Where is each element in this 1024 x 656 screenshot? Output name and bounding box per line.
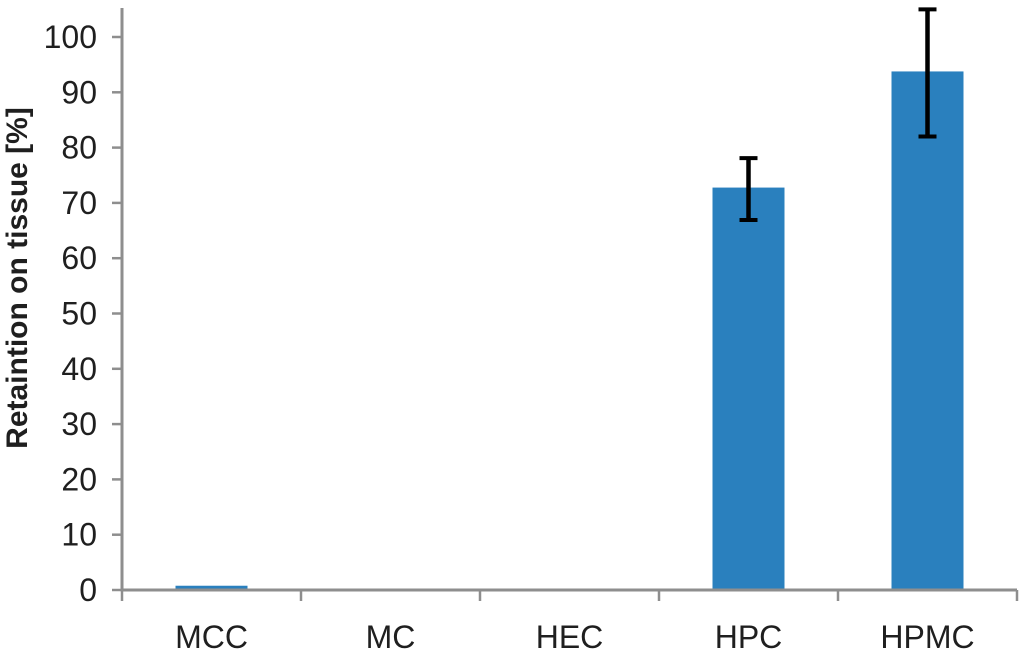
bar xyxy=(175,585,248,589)
y-tick-label: 50 xyxy=(61,296,97,332)
y-axis-title: Retaintion on tissue [%] xyxy=(1,107,34,449)
y-tick-label: 0 xyxy=(79,572,97,608)
y-tick-label: 80 xyxy=(61,130,97,166)
category-label: HEC xyxy=(536,619,604,655)
y-tick-label: 70 xyxy=(61,185,97,221)
y-tick-label: 40 xyxy=(61,351,97,387)
category-label: MCC xyxy=(175,619,248,655)
category-label: HPC xyxy=(715,619,783,655)
y-tick-label: 20 xyxy=(61,461,97,497)
y-tick-label: 10 xyxy=(61,517,97,553)
y-tick-label: 90 xyxy=(61,74,97,110)
category-label: MC xyxy=(366,619,416,655)
category-label: HPMC xyxy=(880,619,974,655)
y-tick-label: 30 xyxy=(61,406,97,442)
y-tick-label: 60 xyxy=(61,240,97,276)
bar xyxy=(891,71,964,589)
bar xyxy=(712,187,785,589)
y-tick-label: 100 xyxy=(44,19,97,55)
plot-layers: 0 10 20 30 40 50 60 70 80 90 100 MCC MC HEC HPC HPMC xyxy=(44,7,1019,655)
